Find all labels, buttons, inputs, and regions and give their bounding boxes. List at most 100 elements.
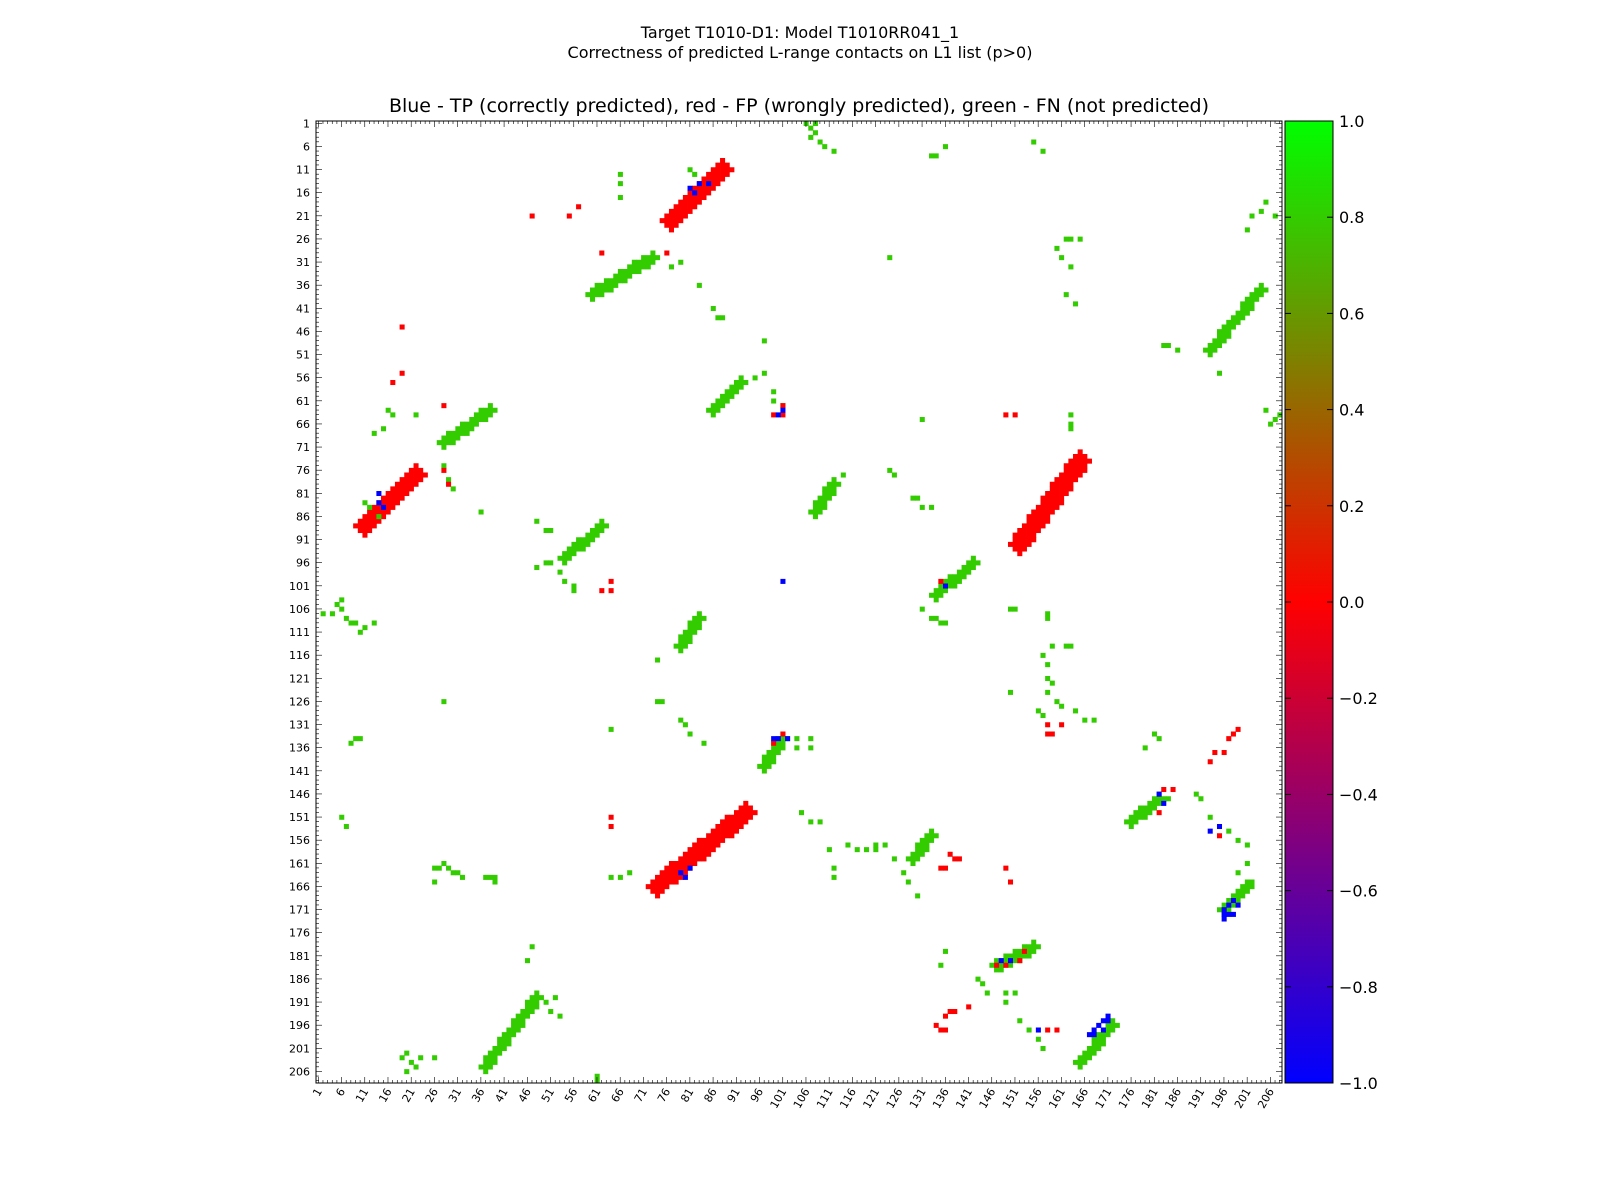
fn-cell bbox=[733, 389, 740, 395]
y-tick-label: 51 bbox=[296, 349, 310, 362]
fn-cell bbox=[864, 847, 870, 853]
fn-cell bbox=[455, 435, 461, 441]
x-tick-label: 1 bbox=[310, 1086, 325, 1099]
fp-cell bbox=[408, 481, 414, 487]
fp-cell bbox=[664, 213, 670, 219]
fp-cell bbox=[729, 167, 735, 173]
x-tick-label: 176 bbox=[1116, 1086, 1138, 1111]
tp-cell bbox=[696, 181, 702, 187]
fp-cell bbox=[673, 218, 679, 224]
fp-cell bbox=[1003, 865, 1009, 871]
fp-cell bbox=[682, 861, 688, 867]
fn-cell bbox=[1133, 819, 1139, 825]
fn-cell bbox=[1007, 962, 1014, 968]
fp-cell bbox=[1054, 481, 1060, 487]
fn-cell bbox=[761, 754, 767, 760]
colorbar-label: 0.8 bbox=[1339, 208, 1364, 227]
colorbar-label: 0.6 bbox=[1339, 304, 1364, 323]
fn-cell bbox=[1054, 245, 1060, 251]
fp-cell bbox=[664, 250, 670, 256]
fp-cell bbox=[376, 509, 382, 515]
y-tick-label: 141 bbox=[289, 765, 310, 778]
fn-cell bbox=[771, 389, 777, 395]
fn-cell bbox=[631, 264, 637, 270]
fn-cell bbox=[469, 421, 475, 427]
fn-cell bbox=[720, 403, 726, 409]
fn-cell bbox=[1216, 329, 1223, 335]
fp-cell bbox=[673, 222, 679, 228]
fn-cell bbox=[1040, 652, 1046, 658]
fn-cell bbox=[487, 1059, 493, 1065]
fn-cell bbox=[1114, 1022, 1120, 1028]
fn-cell bbox=[641, 255, 647, 261]
fn-cell bbox=[794, 745, 800, 751]
fn-cell bbox=[812, 504, 818, 510]
fn-cell bbox=[1082, 717, 1088, 723]
fp-cell bbox=[747, 810, 753, 816]
fp-cell bbox=[1007, 541, 1014, 547]
fn-cell bbox=[682, 634, 688, 640]
fn-cell bbox=[919, 417, 925, 423]
fp-cell bbox=[780, 412, 786, 418]
fp-cell bbox=[1040, 509, 1046, 515]
fn-cell bbox=[1026, 953, 1032, 959]
fp-cell bbox=[724, 819, 730, 825]
fp-cell bbox=[608, 588, 614, 594]
fp-cell bbox=[362, 523, 368, 529]
fn-cell bbox=[1068, 643, 1074, 649]
fn-cell bbox=[794, 736, 800, 742]
tp-cell bbox=[1096, 1022, 1102, 1028]
fn-cell bbox=[353, 620, 359, 626]
fn-cell bbox=[497, 1050, 503, 1056]
fn-cell bbox=[1091, 1036, 1097, 1042]
fn-cell bbox=[357, 629, 363, 635]
fn-cell bbox=[687, 167, 693, 173]
fp-cell bbox=[1021, 523, 1027, 529]
fp-cell bbox=[668, 218, 674, 224]
fn-cell bbox=[520, 1009, 526, 1015]
fn-cell bbox=[687, 620, 693, 626]
fn-cell bbox=[1147, 810, 1153, 816]
fp-cell bbox=[1045, 504, 1051, 510]
y-tick-label: 191 bbox=[289, 996, 310, 1009]
fn-cell bbox=[831, 477, 837, 483]
fp-cell bbox=[733, 824, 740, 830]
fn-cell bbox=[905, 879, 911, 885]
fn-cell bbox=[831, 481, 837, 487]
tp-cell bbox=[692, 190, 698, 196]
fn-cell bbox=[441, 440, 447, 446]
fp-cell bbox=[687, 847, 693, 853]
fp-cell bbox=[1040, 495, 1046, 501]
fp-cell bbox=[724, 162, 730, 168]
fn-cell bbox=[464, 421, 470, 427]
fn-cell bbox=[1082, 1055, 1088, 1061]
fp-cell bbox=[692, 204, 698, 210]
fn-cell bbox=[1216, 370, 1223, 376]
fp-cell bbox=[678, 856, 684, 862]
fn-cell bbox=[1203, 347, 1209, 353]
fn-cell bbox=[627, 264, 633, 270]
fn-cell bbox=[1068, 236, 1074, 242]
fn-cell bbox=[343, 615, 349, 621]
fn-cell bbox=[1230, 319, 1236, 325]
fp-cell bbox=[738, 805, 744, 811]
fp-cell bbox=[706, 833, 712, 839]
fp-cell bbox=[706, 837, 712, 843]
fn-cell bbox=[1240, 310, 1246, 316]
fn-cell bbox=[678, 717, 684, 723]
fp-cell bbox=[687, 199, 693, 205]
fp-cell bbox=[1054, 486, 1060, 492]
fp-cell bbox=[1017, 541, 1023, 547]
x-tick-label: 151 bbox=[1000, 1086, 1022, 1111]
fp-cell bbox=[743, 819, 749, 825]
fn-cell bbox=[483, 1059, 489, 1065]
fp-cell bbox=[1073, 463, 1079, 469]
fn-cell bbox=[929, 153, 935, 159]
fn-cell bbox=[980, 981, 986, 987]
tp-cell bbox=[1161, 800, 1167, 806]
fn-cell bbox=[696, 625, 702, 631]
fn-cell bbox=[483, 407, 489, 413]
fn-cell bbox=[492, 879, 498, 885]
fp-cell bbox=[1207, 759, 1213, 765]
fp-cell bbox=[668, 213, 674, 219]
